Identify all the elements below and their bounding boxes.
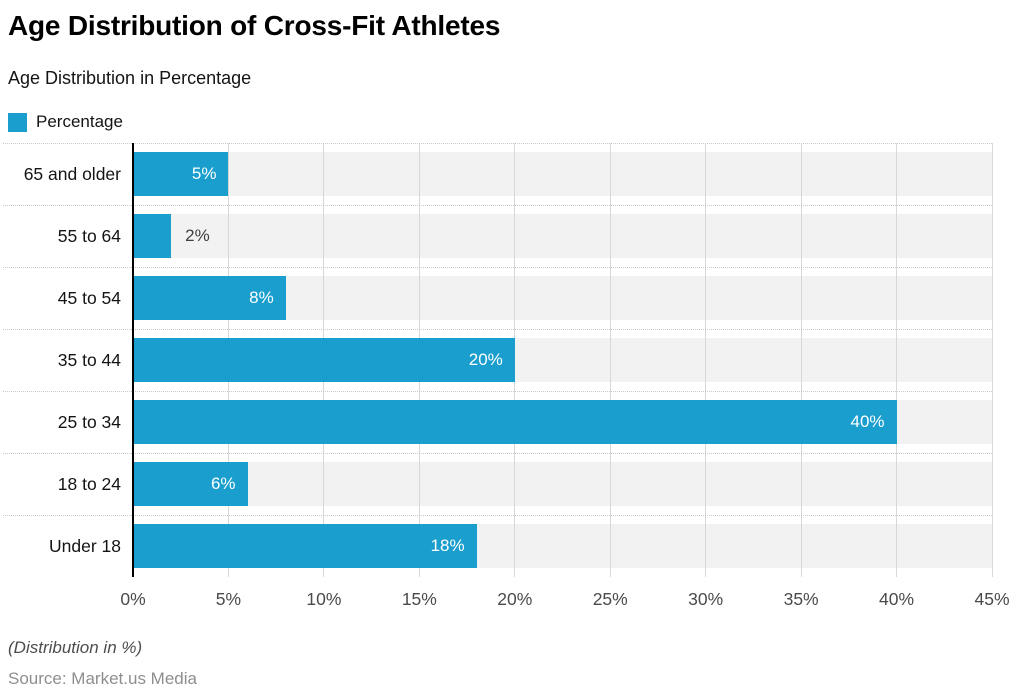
x-tick-label: 10% bbox=[306, 589, 342, 609]
bar-55-to-64[interactable] bbox=[133, 214, 172, 258]
source-text: Source: Market.us Media bbox=[8, 669, 197, 688]
chart-title: Age Distribution of Cross-Fit Athletes bbox=[8, 10, 501, 41]
category-label: 35 to 44 bbox=[57, 350, 121, 370]
bar-track bbox=[133, 462, 992, 506]
bar-45-to-54[interactable]: 8% bbox=[133, 276, 286, 320]
legend-item-percentage[interactable]: Percentage bbox=[8, 112, 123, 132]
bar-chart: 0% 5% 10% 15% 20% 25% 30% 35% 40% 45% 65 and older… bbox=[0, 143, 1024, 623]
x-tick-label: 20% bbox=[497, 589, 533, 609]
category-label: 45 to 54 bbox=[57, 288, 121, 308]
value-label: 5% bbox=[191, 164, 217, 183]
x-tick-label: 40% bbox=[879, 589, 915, 609]
bar-under-18[interactable]: 18% bbox=[133, 524, 477, 568]
x-tick-label: 0% bbox=[120, 589, 146, 609]
x-tick-label: 15% bbox=[401, 589, 437, 609]
row-divider bbox=[3, 453, 992, 454]
row-divider bbox=[3, 205, 992, 206]
category-label: 55 to 64 bbox=[57, 226, 121, 246]
x-tick-label: 5% bbox=[215, 589, 242, 609]
legend-swatch-icon bbox=[8, 112, 27, 132]
value-label: 18% bbox=[430, 536, 465, 555]
gridline bbox=[609, 143, 611, 577]
category-label: 18 to 24 bbox=[57, 474, 121, 494]
legend-label: Percentage bbox=[36, 112, 123, 131]
x-tick-label: 30% bbox=[688, 589, 724, 609]
row-divider bbox=[3, 143, 992, 144]
y-axis-line bbox=[132, 143, 134, 577]
row-divider bbox=[3, 267, 992, 268]
value-label: 20% bbox=[468, 350, 503, 369]
value-label: 6% bbox=[210, 474, 236, 493]
bar-65-and-older[interactable]: 5% bbox=[133, 152, 229, 196]
x-tick-label: 45% bbox=[974, 589, 1010, 609]
bar-35-to-44[interactable]: 20% bbox=[133, 338, 515, 382]
gridline bbox=[896, 143, 898, 577]
axis-note: (Distribution in %) bbox=[8, 638, 143, 657]
value-label: 40% bbox=[850, 412, 885, 431]
gridline bbox=[800, 143, 802, 577]
bar-25-to-34[interactable]: 40% bbox=[133, 400, 897, 444]
bar-track bbox=[133, 214, 992, 258]
value-label: 8% bbox=[249, 288, 274, 307]
bar-track bbox=[133, 152, 992, 196]
category-label: 25 to 34 bbox=[57, 412, 121, 432]
value-label: 2% bbox=[185, 226, 210, 245]
row-divider bbox=[3, 329, 992, 330]
gridline bbox=[705, 143, 707, 577]
x-tick-label: 25% bbox=[592, 589, 628, 609]
x-tick-label: 35% bbox=[783, 589, 819, 609]
category-label: 65 and older bbox=[23, 164, 121, 184]
row-divider bbox=[3, 391, 992, 392]
chart-subtitle: Age Distribution in Percentage bbox=[8, 68, 252, 88]
row-divider bbox=[3, 515, 992, 516]
gridline bbox=[991, 143, 993, 577]
bar-18-to-24[interactable]: 6% bbox=[133, 462, 248, 506]
category-label: Under 18 bbox=[49, 536, 121, 556]
gridline bbox=[514, 143, 516, 577]
